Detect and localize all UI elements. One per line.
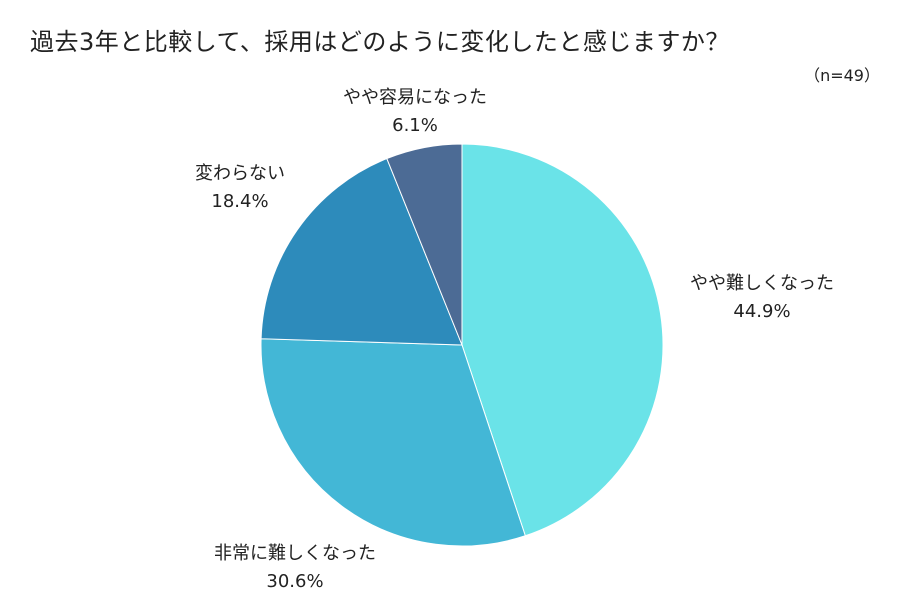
slice-label-yaya-youi: やや容易になった 6.1% <box>343 84 487 140</box>
pie-slice-3 <box>386 143 463 346</box>
slice-value: 30.6% <box>266 571 324 592</box>
slice-category: やや容易になった <box>343 87 487 108</box>
pie-slice-2 <box>260 157 463 346</box>
slice-category: 非常に難しくなった <box>214 543 376 564</box>
pie-slice-0 <box>461 143 664 537</box>
slice-value: 6.1% <box>392 115 438 136</box>
slice-category: やや難しくなった <box>690 273 834 294</box>
sample-size-note: （n=49） <box>804 66 880 85</box>
pie-slice-1 <box>260 338 526 547</box>
slice-label-hijou-ni-muzukashiku: 非常に難しくなった 30.6% <box>214 540 376 596</box>
slice-category: 変わらない <box>195 163 285 184</box>
chart-title: 過去3年と比較して、採用はどのように変化したと感じますか？ <box>30 28 730 56</box>
slice-value: 44.9% <box>733 301 791 322</box>
slice-label-yaya-muzukashiku: やや難しくなった 44.9% <box>690 270 834 326</box>
slice-label-kawaranai: 変わらない 18.4% <box>195 160 285 216</box>
slice-value: 18.4% <box>211 191 269 212</box>
